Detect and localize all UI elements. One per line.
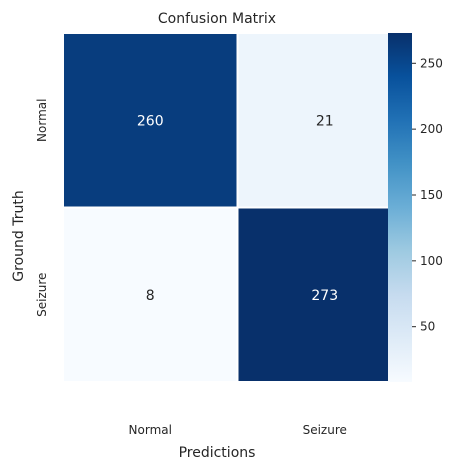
colorbar-tick-label: 200: [420, 122, 443, 136]
colorbar: [388, 33, 412, 382]
cell-value-label: 273: [311, 288, 338, 304]
heatmap-cell-labels: 260 21 8 273: [137, 113, 338, 304]
heatmap-cells: [62, 32, 413, 383]
heatmap-cell-0-0: [62, 32, 239, 209]
cell-value-label: 8: [146, 288, 155, 304]
colorbar-tick-label: 100: [420, 254, 443, 268]
heatmap-cell-0-1: [236, 32, 413, 209]
y-tick-labels: Normal Seizure: [35, 99, 49, 317]
x-tick-labels: Normal Seizure: [129, 423, 347, 437]
cell-value-label: 260: [137, 113, 164, 129]
chart-title: Confusion Matrix: [158, 11, 276, 27]
colorbar-tick-label: 250: [420, 56, 443, 70]
y-tick-label: Normal: [35, 99, 49, 142]
heatmap-cell-1-1: [236, 206, 413, 383]
y-axis-label: Ground Truth: [11, 190, 27, 281]
x-tick-label: Seizure: [303, 423, 347, 437]
y-tick-label: Seizure: [35, 273, 49, 317]
x-axis-label: Predictions: [179, 445, 256, 461]
colorbar-tick-label: 150: [420, 188, 443, 202]
colorbar-tick-label: 50: [420, 320, 435, 334]
cell-value-label: 21: [316, 113, 334, 129]
heatmap-cell-1-0: [62, 206, 239, 383]
colorbar-ticks: 50 100 150 200 250: [412, 56, 443, 334]
x-tick-label: Normal: [129, 423, 172, 437]
